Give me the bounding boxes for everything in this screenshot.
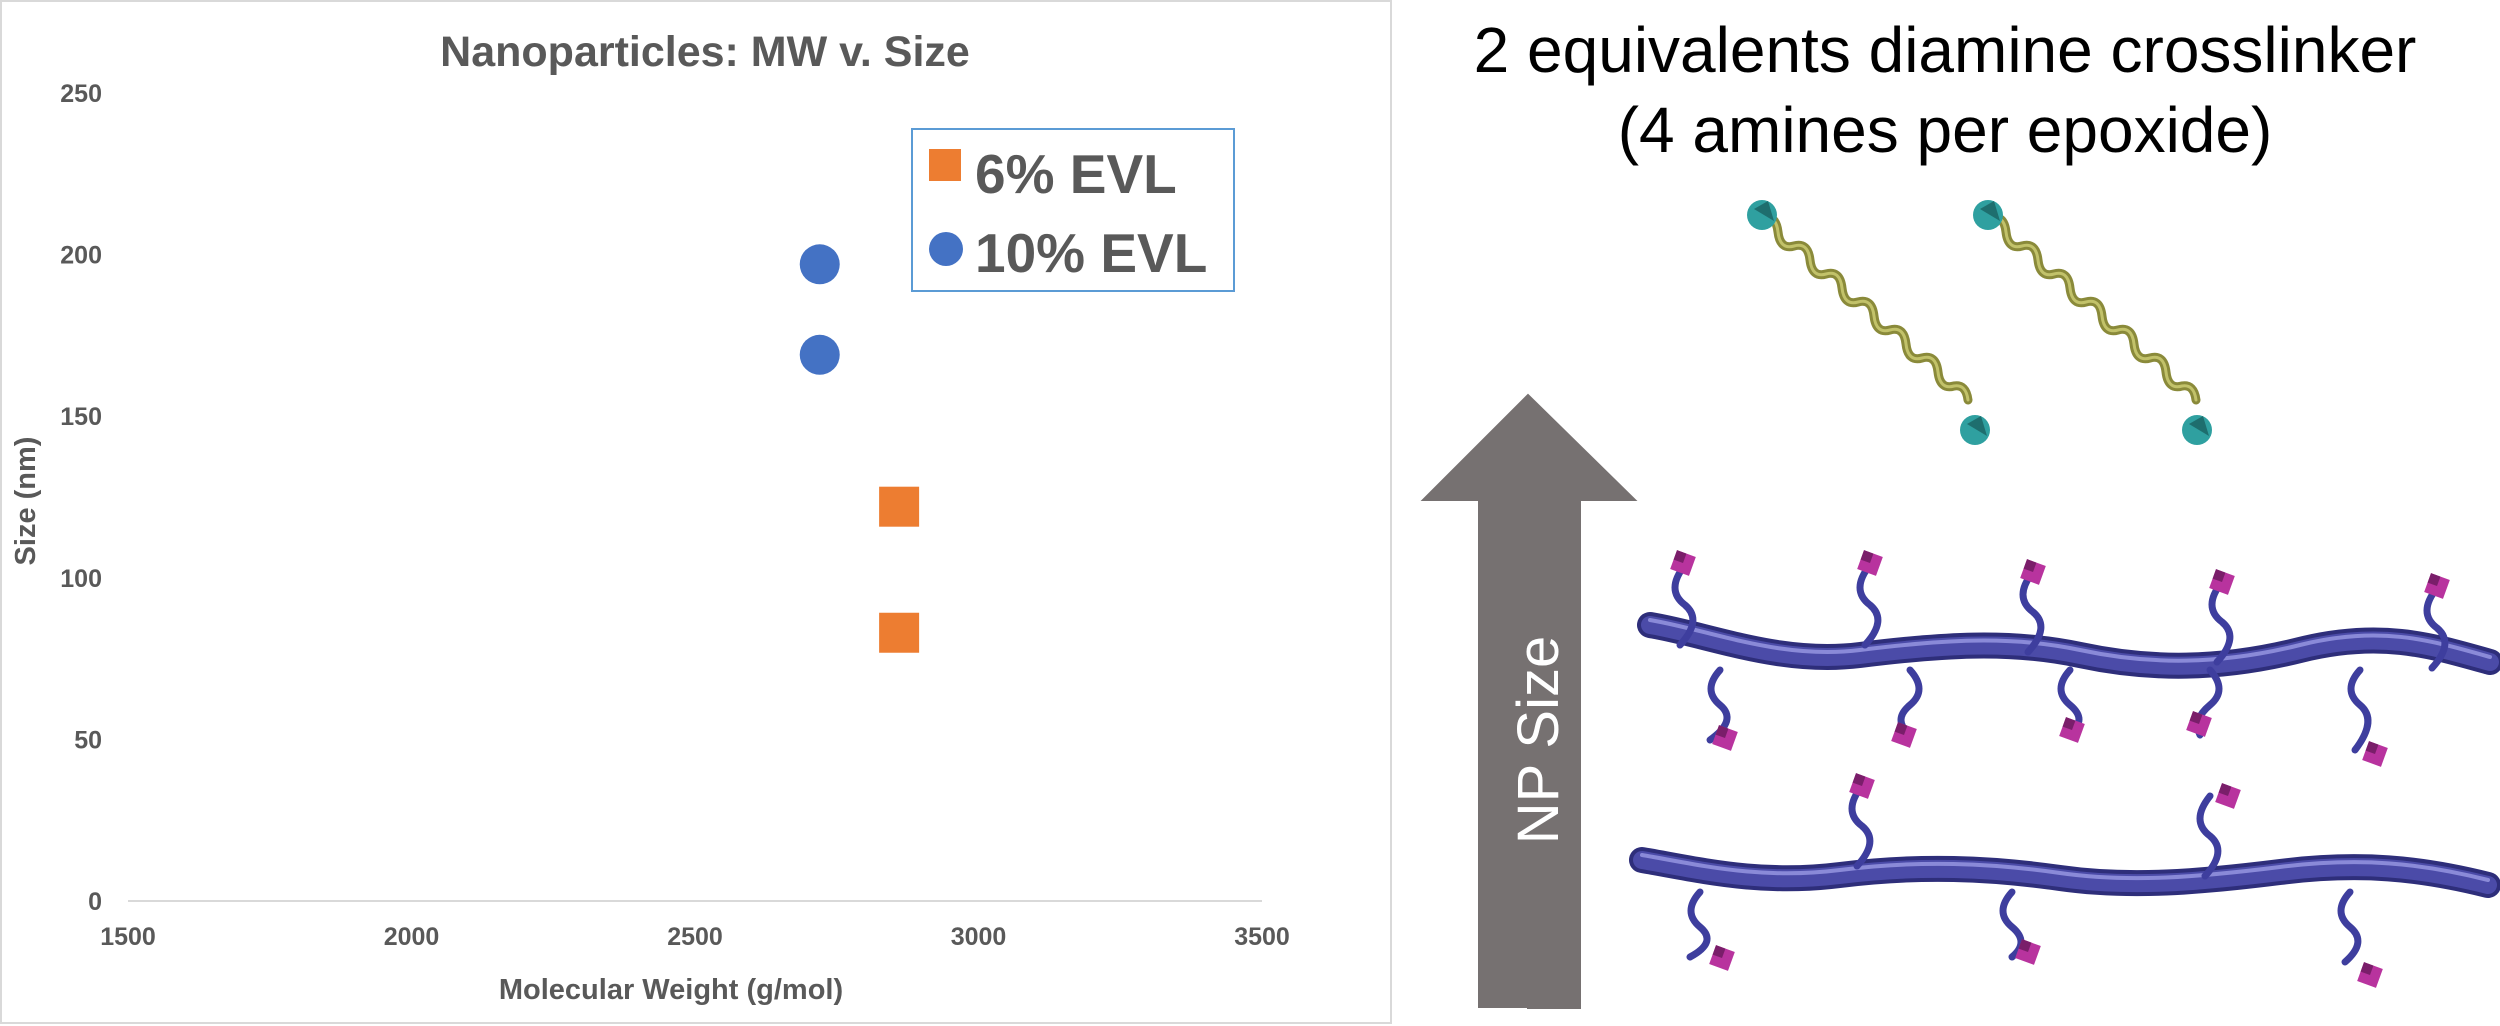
legend-marker-10-evl: [929, 232, 963, 266]
legend-marker-6-evl: [929, 149, 961, 181]
legend-label-10-evl: 10% EVL: [975, 222, 1207, 284]
heading-line-2: (4 amines per epoxide): [1617, 94, 2273, 166]
x-axis-title: Molecular Weight (g/mol): [499, 974, 843, 1006]
crosslinker-1: [1747, 200, 1990, 445]
x-tick-label: 3500: [1234, 923, 1290, 951]
polymer-chain-1: [1637, 550, 2500, 767]
legend-box: [911, 128, 1235, 292]
y-tick-label: 100: [60, 565, 102, 593]
epoxide-icon: [2424, 573, 2450, 599]
x-tick-label: 2500: [667, 923, 723, 951]
data-point-10-evl: [799, 334, 840, 375]
epoxide-icon: [1670, 550, 1696, 576]
arrow-label: NP Size: [1506, 636, 1571, 844]
epoxide-icon: [1857, 550, 1883, 576]
y-tick-label: 250: [60, 80, 102, 108]
epoxide-icon: [2186, 711, 2212, 737]
epoxide-icon: [2362, 741, 2388, 767]
scatter-chart: Nanoparticles: MW v. Size 0 50 100 150 200 25…: [10, 28, 1290, 1006]
legend-label-6-evl: 6% EVL: [975, 143, 1177, 205]
polymer-chain-2: [1629, 773, 2500, 988]
y-tick-label: 150: [60, 403, 102, 431]
heading-line-1: 2 equivalents diamine crosslinker: [1473, 14, 2417, 86]
epoxide-icon: [1712, 725, 1738, 751]
amine-end-icon: [1960, 415, 1990, 445]
epoxide-icon: [2357, 962, 2383, 988]
data-point-6-evl: [879, 486, 920, 527]
amine-end-icon: [1973, 200, 2003, 230]
x-tick-label: 2000: [384, 923, 440, 951]
y-tick-label: 200: [60, 242, 102, 270]
x-tick-label: 1500: [100, 923, 156, 951]
amine-end-icon: [2182, 415, 2212, 445]
y-axis-title: Size (nm): [10, 437, 42, 566]
data-point-6-evl: [879, 612, 920, 653]
epoxide-icon: [1891, 722, 1917, 748]
crosslinker-2: [1973, 200, 2212, 445]
np-size-arrow-body: [1423, 395, 1635, 1008]
epoxide-icon: [1709, 945, 1735, 971]
y-tick-label: 0: [88, 888, 102, 916]
chart-title: Nanoparticles: MW v. Size: [440, 28, 970, 76]
epoxide-icon: [2215, 783, 2241, 809]
chart-panel: Nanoparticles: MW v. Size 0 50 100 150 200 25…: [0, 0, 1392, 1024]
amine-end-icon: [1747, 200, 1777, 230]
y-tick-label: 50: [74, 726, 102, 754]
data-point-10-evl: [799, 244, 840, 285]
x-tick-label: 3000: [951, 923, 1007, 951]
